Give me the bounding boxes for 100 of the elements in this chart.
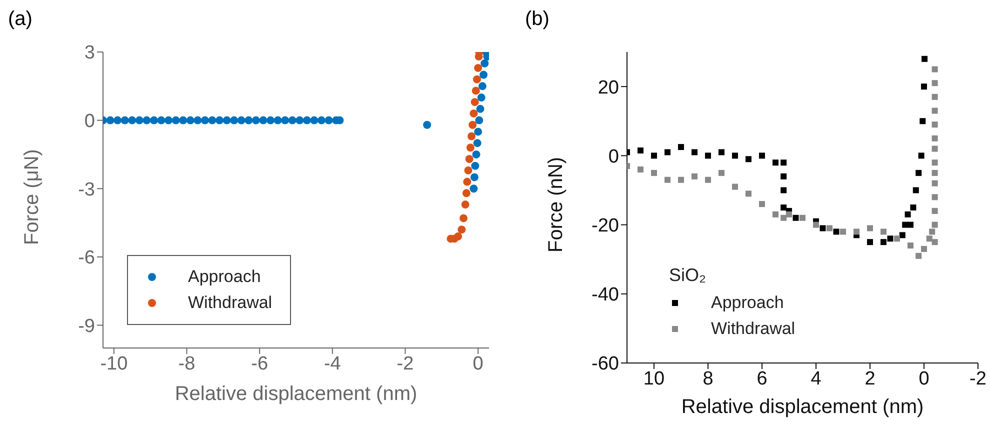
- point: [281, 116, 290, 124]
- point: [908, 242, 914, 249]
- point: [800, 214, 806, 221]
- point: [244, 116, 253, 124]
- point: [746, 156, 752, 162]
- chart-title: (b): [525, 8, 550, 31]
- point: [460, 214, 468, 222]
- y-tick-label: 3: [84, 42, 95, 64]
- point: [471, 162, 480, 170]
- point: [867, 225, 873, 232]
- point: [464, 166, 472, 174]
- point: [932, 146, 938, 152]
- point: [142, 116, 151, 124]
- point: [826, 225, 832, 232]
- point: [458, 226, 466, 234]
- x-tick-label: 10: [643, 368, 665, 390]
- point: [465, 155, 474, 164]
- x-tick-label: 6: [756, 368, 768, 390]
- point: [786, 211, 792, 218]
- point: [638, 166, 644, 172]
- point: [472, 150, 480, 158]
- point: [899, 232, 906, 238]
- x-tick-label: -10: [100, 353, 128, 374]
- point: [135, 116, 144, 124]
- legend-label: Approach: [188, 267, 261, 287]
- point: [678, 176, 684, 183]
- point: [274, 116, 282, 124]
- point: [692, 173, 698, 180]
- x-tick-label: 0: [918, 368, 930, 390]
- point: [468, 120, 477, 129]
- point: [820, 225, 826, 232]
- point: [468, 132, 476, 140]
- point: [912, 187, 919, 194]
- y-tick-label: -20: [592, 216, 619, 237]
- point: [840, 228, 846, 235]
- point: [932, 66, 938, 72]
- point: [932, 180, 938, 186]
- point: [463, 178, 472, 186]
- point: [216, 116, 224, 124]
- point: [887, 236, 894, 242]
- point: [423, 120, 432, 129]
- point: [466, 144, 474, 152]
- point: [904, 211, 911, 218]
- point: [114, 116, 122, 124]
- point: [476, 104, 484, 113]
- x-tick-label: -2: [396, 353, 414, 374]
- point: [705, 152, 711, 159]
- point: [932, 135, 938, 142]
- point: [472, 75, 481, 84]
- point: [470, 109, 478, 118]
- point: [164, 116, 173, 124]
- point: [678, 144, 684, 150]
- y-tick-label: -40: [592, 284, 619, 306]
- point: [651, 152, 657, 159]
- point: [266, 116, 275, 124]
- x-tick-label: 4: [810, 368, 822, 390]
- point: [854, 228, 860, 235]
- point: [910, 204, 916, 210]
- point: [718, 149, 724, 156]
- y-axis-title: Force (nN): [545, 156, 568, 252]
- point: [296, 116, 304, 124]
- point: [150, 116, 158, 124]
- point: [921, 246, 927, 252]
- point: [772, 160, 778, 166]
- y-tick-label: -9: [78, 316, 95, 337]
- point: [128, 116, 136, 124]
- point: [780, 160, 787, 166]
- point: [732, 184, 738, 190]
- point: [664, 176, 670, 183]
- point: [194, 116, 202, 124]
- point: [200, 116, 209, 124]
- point: [208, 116, 216, 124]
- point: [921, 84, 927, 90]
- point: [480, 70, 488, 79]
- x-tick-label: 2: [864, 368, 876, 390]
- point: [310, 116, 318, 124]
- point: [780, 214, 787, 221]
- point: [462, 189, 470, 198]
- point: [106, 116, 114, 124]
- point: [692, 149, 698, 156]
- point: [470, 184, 478, 193]
- point: [759, 152, 765, 159]
- point: [259, 116, 268, 124]
- point: [922, 56, 928, 62]
- point: [252, 116, 260, 124]
- point: [474, 64, 482, 72]
- point: [172, 116, 180, 124]
- point: [932, 160, 938, 166]
- point: [932, 122, 938, 128]
- legend-label: Withdrawal: [711, 319, 796, 339]
- y-tick-label: -6: [78, 248, 95, 269]
- point: [932, 80, 938, 86]
- point: [746, 190, 752, 197]
- point: [894, 236, 900, 242]
- point: [237, 116, 246, 124]
- point: [880, 239, 886, 246]
- point: [932, 222, 938, 228]
- point: [461, 200, 470, 209]
- point: [932, 108, 938, 114]
- point: [470, 173, 478, 182]
